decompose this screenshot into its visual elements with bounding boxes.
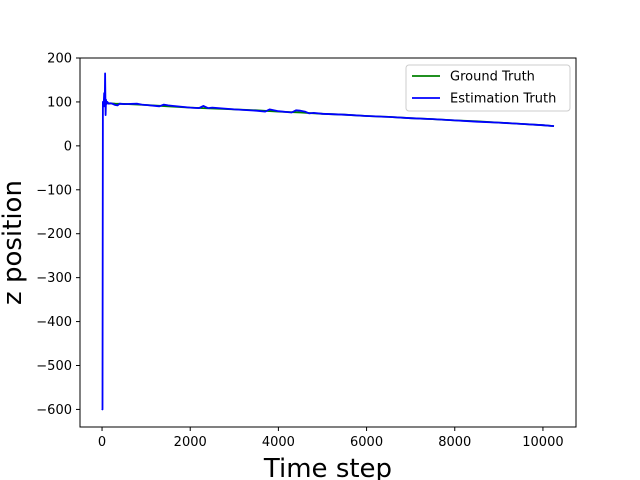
x-axis-title: Time step bbox=[263, 454, 392, 480]
legend-box bbox=[405, 64, 571, 112]
y-tick-label: −200 bbox=[36, 227, 72, 242]
y-tick-label: −300 bbox=[36, 271, 72, 286]
x-tick-label: 0 bbox=[98, 435, 106, 450]
legend: Ground Truth Estimation Truth bbox=[405, 64, 571, 112]
y-tick-label: −100 bbox=[36, 183, 72, 198]
x-tick-label: 6000 bbox=[350, 435, 383, 450]
x-axis-ticks: 0 2000 4000 6000 8000 10000 bbox=[98, 427, 564, 450]
legend-label: Estimation Truth bbox=[450, 92, 556, 107]
plot-lines bbox=[101, 72, 555, 411]
y-tick-label: 200 bbox=[47, 52, 72, 67]
y-tick-label: 0 bbox=[64, 139, 72, 154]
legend-label: Ground Truth bbox=[450, 70, 535, 85]
y-axis-title: z position bbox=[0, 180, 28, 305]
y-axis-ticks: 200 100 0 −100 −200 −300 −400 −500 −600 bbox=[36, 52, 80, 418]
x-tick-label: 4000 bbox=[262, 435, 295, 450]
x-tick-label: 10000 bbox=[522, 435, 563, 450]
x-tick-label: 2000 bbox=[174, 435, 207, 450]
x-tick-label: 8000 bbox=[438, 435, 471, 450]
plot-frame bbox=[79, 57, 577, 428]
series-line-estimation-truth bbox=[101, 72, 555, 411]
y-tick-label: −400 bbox=[36, 315, 72, 330]
y-tick-label: −600 bbox=[36, 403, 72, 418]
y-tick-label: 100 bbox=[47, 95, 72, 110]
y-tick-label: −500 bbox=[36, 359, 72, 374]
